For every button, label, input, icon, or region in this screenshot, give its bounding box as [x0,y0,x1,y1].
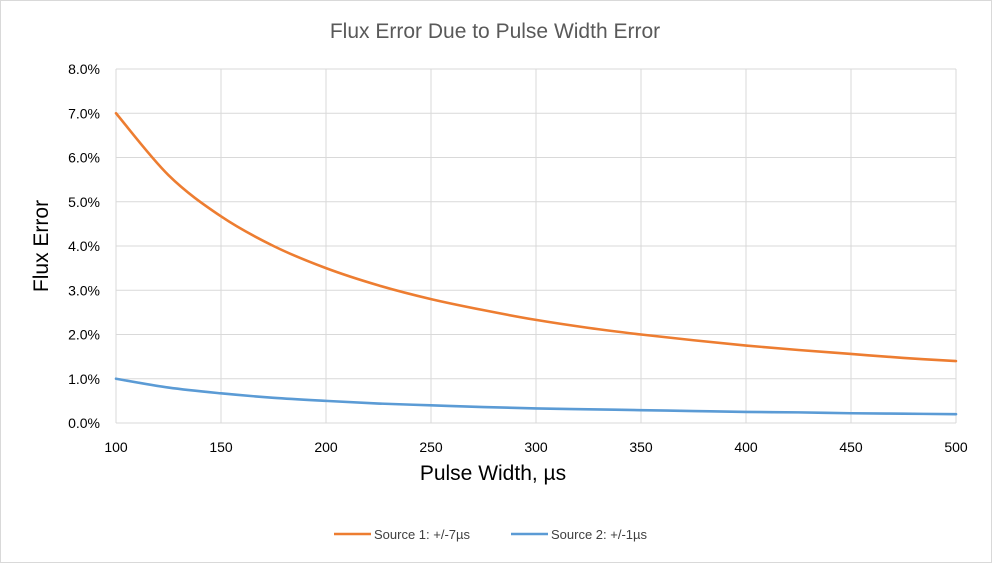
legend-label-2: Source 2: +/-1µs [551,527,648,542]
y-axis-title: Flux Error [30,200,53,292]
y-tick-label: 2.0% [68,327,100,343]
x-tick-label: 350 [629,439,653,455]
x-tick-label: 300 [524,439,548,455]
x-tick-label: 150 [209,439,233,455]
tick-labels: 0.0% 1.0% 2.0% 3.0% 4.0% 5.0% 6.0% 7.0% 8.0% 100 1… [68,61,968,455]
x-tick-label: 100 [104,439,128,455]
x-tick-label: 500 [944,439,968,455]
y-tick-label: 3.0% [68,282,100,298]
y-tick-label: 0.0% [68,415,100,431]
y-tick-label: 6.0% [68,150,100,166]
y-tick-label: 8.0% [68,61,100,77]
y-tick-label: 7.0% [68,105,100,121]
x-axis-title: Pulse Width, µs [420,462,566,485]
x-tick-label: 200 [314,439,338,455]
y-tick-label: 5.0% [68,194,100,210]
legend: Source 1: +/-7µs Source 2: +/-1µs [334,527,648,542]
series-line-2 [114,377,958,416]
gridlines [115,68,957,424]
y-tick-label: 1.0% [68,371,100,387]
chart-title: Flux Error Due to Pulse Width Error [330,20,660,43]
series-lines [114,111,958,416]
x-tick-label: 250 [419,439,443,455]
series-line-1 [114,111,958,363]
x-tick-label: 400 [734,439,758,455]
x-tick-label: 450 [839,439,863,455]
y-tick-label: 4.0% [68,238,100,254]
legend-label-1: Source 1: +/-7µs [374,527,471,542]
